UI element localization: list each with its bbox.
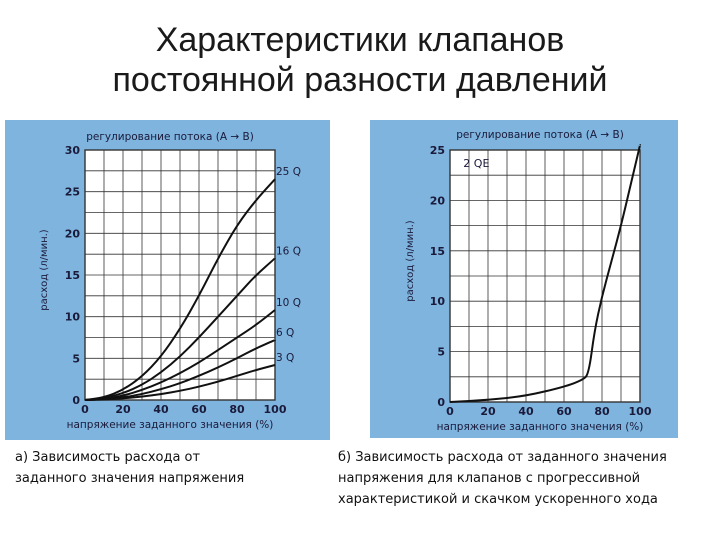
y-tick-label: 10 <box>430 295 446 308</box>
x-tick-label: 80 <box>594 405 610 418</box>
series-label: 25 Q <box>276 166 301 178</box>
caption-b: б) Зависимость расхода от заданного знач… <box>338 447 667 510</box>
y-tick-label: 0 <box>72 394 80 407</box>
chart-annotation: 2 QE <box>463 157 489 170</box>
series-line <box>84 364 276 401</box>
series-line <box>449 143 642 403</box>
chart-a-panel: 0 20 40 60 80 100 0 5 10 15 20 25 30 регулирование по… <box>5 120 330 440</box>
y-tick-label: 15 <box>65 269 80 282</box>
y-tick-label: 10 <box>65 311 81 324</box>
caption-b-line-1: б) Зависимость расхода от заданного знач… <box>338 450 667 465</box>
y-axis-label: расход (л/мин.) <box>405 220 416 302</box>
y-tick-label: 20 <box>65 227 81 240</box>
caption-b-line-3: характеристикой и скачком ускоренного хо… <box>338 492 658 507</box>
series-line <box>84 178 276 401</box>
series-label: 10 Q <box>276 297 301 309</box>
y-tick-label: 5 <box>72 352 80 365</box>
title-line-2: постоянной разности давлений <box>112 61 608 99</box>
x-tick-label: 0 <box>81 403 89 416</box>
y-tick-label: 25 <box>430 144 445 157</box>
x-axis-label: напряжение заданного значения (%) <box>437 421 644 433</box>
page-title: Характеристики клапанов постоянной разно… <box>0 20 720 100</box>
x-tick-label: 60 <box>556 405 572 418</box>
chart-title: регулирование потока (А → В) <box>456 129 624 141</box>
caption-a: а) Зависимость расхода от заданного знач… <box>15 447 244 489</box>
y-tick-label: 25 <box>65 186 80 199</box>
chart-b-panel: 0 20 40 60 80 100 0 5 10 15 20 25 регулирование пото… <box>370 120 678 438</box>
title-line-1: Характеристики клапанов <box>155 21 565 59</box>
chart-b-svg: 0 20 40 60 80 100 0 5 10 15 20 25 регулирование пото… <box>405 129 652 433</box>
x-tick-label: 20 <box>480 405 496 418</box>
x-axis-label: напряжение заданного значения (%) <box>67 419 274 431</box>
y-tick-label: 30 <box>65 144 81 157</box>
plot-border <box>449 149 641 403</box>
caption-a-line-1: а) Зависимость расхода от <box>15 450 201 465</box>
x-tick-label: 40 <box>518 405 534 418</box>
chart-a-svg: 0 20 40 60 80 100 0 5 10 15 20 25 30 регулирование по… <box>39 131 301 431</box>
series-label: 16 Q <box>276 245 301 257</box>
y-tick-label: 5 <box>437 346 445 359</box>
caption-b-line-2: напряжения для клапанов с прогрессивной <box>338 471 641 486</box>
y-axis-label: расход (л/мин.) <box>39 229 50 311</box>
series-label: 6 Q <box>276 327 294 339</box>
series-label: 3 Q <box>276 352 294 364</box>
x-tick-label: 20 <box>115 403 131 416</box>
x-tick-label: 100 <box>629 405 652 418</box>
x-tick-label: 0 <box>446 405 454 418</box>
y-tick-label: 0 <box>437 396 445 409</box>
y-tick-label: 20 <box>430 194 446 207</box>
chart-title: регулирование потока (А → В) <box>86 131 254 143</box>
y-tick-label: 15 <box>430 245 445 258</box>
plot-border <box>84 149 276 401</box>
caption-a-line-2: заданного значения напряжения <box>15 471 245 486</box>
x-tick-label: 80 <box>229 403 245 416</box>
x-tick-label: 100 <box>264 403 287 416</box>
x-tick-label: 60 <box>191 403 207 416</box>
series-line <box>84 257 276 401</box>
x-tick-label: 40 <box>153 403 169 416</box>
